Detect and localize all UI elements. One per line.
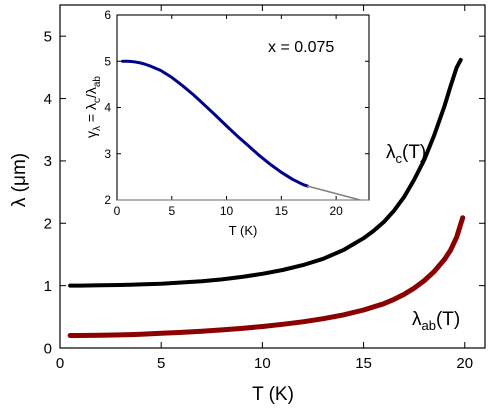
series-label-lambda-ab-sub: ab	[422, 318, 436, 333]
inset-y-axis-label: γλ = λc/λab	[83, 76, 103, 138]
main-series	[67, 57, 466, 338]
inset-ticks: 0 5 10 15 20 2 3 4 5 6	[104, 8, 369, 218]
inset-y-tick-label: 2	[104, 193, 111, 207]
inset-series-1-line	[306, 185, 361, 201]
series-label-lambda-ab: λab(T)	[412, 309, 460, 333]
main-plot-frame	[59, 4, 486, 349]
main-y-tick-label: 4	[44, 91, 52, 108]
inset-y-label-gamma: γ	[83, 131, 99, 138]
inset-y-label-sub3: ab	[92, 76, 103, 88]
inset-y-tick-label: 5	[104, 54, 111, 68]
main-x-tick-label: 15	[355, 355, 372, 372]
inset-plot-frame	[116, 14, 370, 201]
inset-x-tick-label: 20	[329, 204, 343, 218]
inset-y-label-slash: /λ	[83, 87, 99, 98]
series-label-lambda-c-tail: (T)	[402, 142, 426, 163]
main-x-tick-label: 5	[157, 355, 165, 372]
main-series-1-line	[67, 215, 466, 338]
inset-x-axis-label: T (K)	[229, 223, 258, 238]
inset-y-tick-label: 6	[104, 8, 111, 22]
main-x-axis-label: T (K)	[252, 384, 294, 405]
inset-series-0-line	[121, 59, 310, 188]
inset-series	[117, 59, 369, 201]
main-x-tick-label: 10	[254, 355, 271, 372]
inset-x-tick-label: 10	[220, 204, 234, 218]
main-y-axis-label: λ (μm)	[9, 153, 30, 207]
inset-x-tick-label: 5	[168, 204, 175, 218]
main-y-tick-label: 5	[44, 28, 52, 45]
inset-y-label-sub2: c	[92, 98, 103, 103]
main-x-tick-label: 20	[456, 355, 473, 372]
inset-y-tick-label: 3	[104, 147, 111, 161]
series-label-lambda-c: λc(T)	[386, 142, 426, 166]
series-label-lambda-c-main: λ	[386, 142, 396, 163]
inset-annotation: x = 0.075	[268, 39, 334, 56]
main-y-tick-label: 3	[44, 153, 52, 170]
inset-x-tick-label: 0	[114, 204, 121, 218]
inset-x-tick-label: 15	[275, 204, 289, 218]
inset-y-label-eq: = λ	[83, 103, 99, 126]
main-y-tick-label: 0	[44, 340, 52, 357]
series-label-lambda-ab-main: λ	[412, 309, 422, 330]
inset-y-label-sub1: λ	[92, 126, 103, 131]
series-label-lambda-c-sub: c	[396, 151, 403, 166]
inset-y-tick-label: 4	[104, 101, 111, 115]
main-y-tick-label: 1	[44, 278, 52, 295]
series-label-lambda-ab-tail: (T)	[436, 309, 460, 330]
main-y-tick-label: 2	[44, 216, 52, 233]
main-x-tick-label: 0	[56, 355, 64, 372]
main-series-0-line	[68, 57, 463, 288]
